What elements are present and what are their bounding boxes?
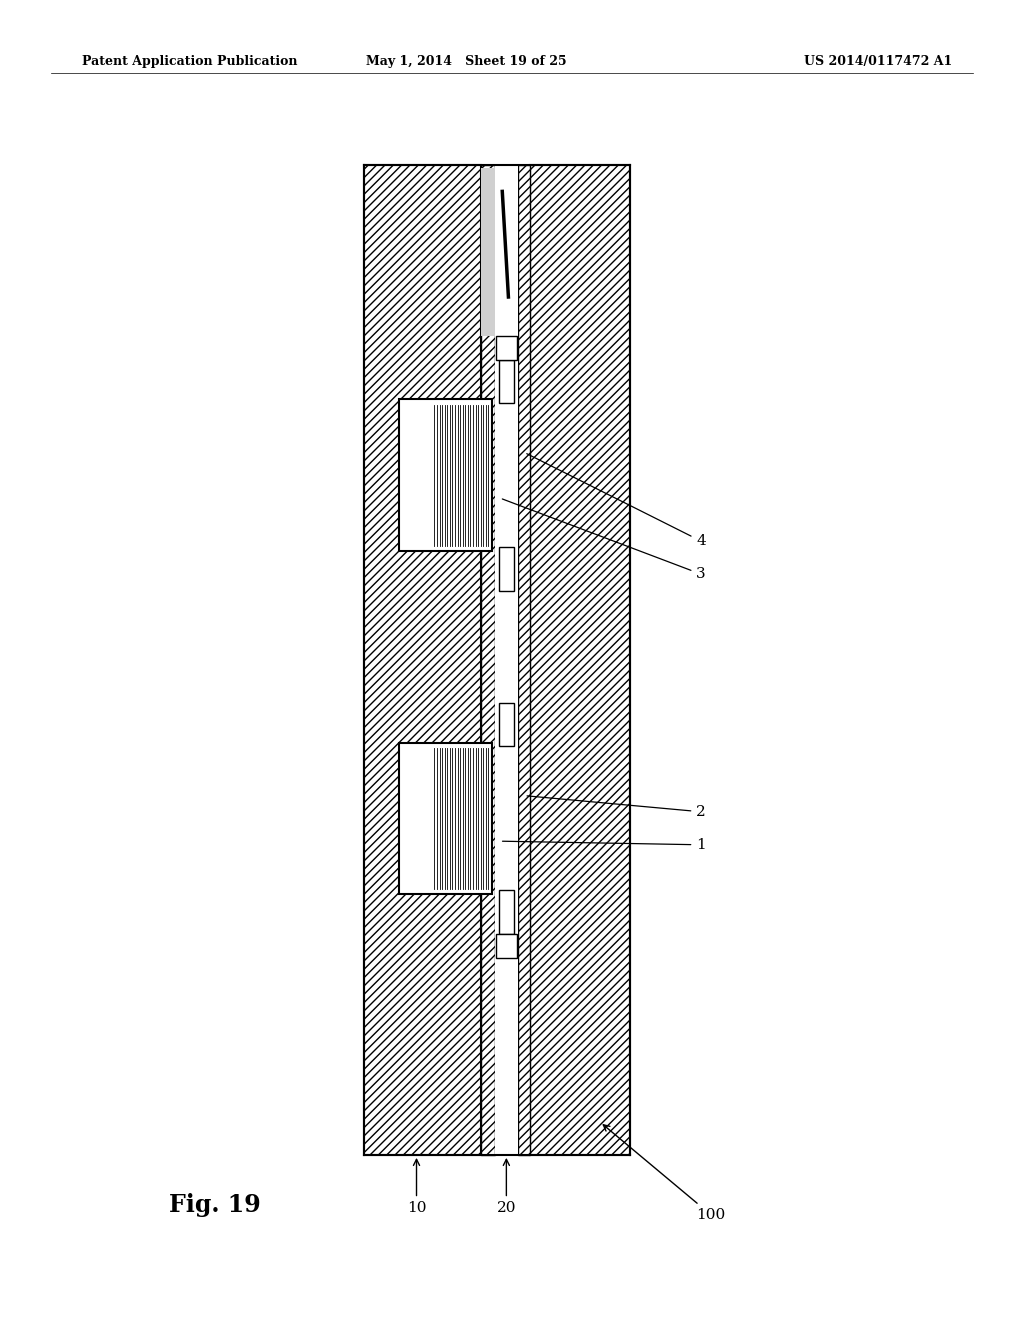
- Bar: [364, 165, 481, 1155]
- Text: 10: 10: [407, 1159, 426, 1216]
- Bar: [518, 165, 530, 1155]
- Text: US 2014/0117472 A1: US 2014/0117472 A1: [804, 55, 952, 69]
- Bar: [500, 702, 513, 747]
- Text: Patent Application Publication: Patent Application Publication: [82, 55, 297, 69]
- Bar: [495, 165, 518, 1155]
- Text: 2: 2: [527, 796, 707, 818]
- Text: Fig. 19: Fig. 19: [169, 1193, 261, 1217]
- Text: 20: 20: [497, 1159, 516, 1216]
- Text: 3: 3: [503, 499, 706, 581]
- Bar: [481, 168, 495, 335]
- Bar: [481, 165, 495, 1155]
- Text: 4: 4: [526, 454, 707, 548]
- Bar: [500, 890, 513, 935]
- Bar: [399, 742, 492, 895]
- Bar: [530, 165, 630, 1155]
- Text: May 1, 2014   Sheet 19 of 25: May 1, 2014 Sheet 19 of 25: [366, 55, 566, 69]
- Bar: [496, 335, 516, 359]
- Bar: [500, 546, 513, 591]
- Text: 100: 100: [603, 1125, 726, 1222]
- Bar: [496, 935, 516, 958]
- Bar: [500, 359, 513, 404]
- Text: 1: 1: [503, 838, 707, 851]
- Bar: [399, 400, 492, 552]
